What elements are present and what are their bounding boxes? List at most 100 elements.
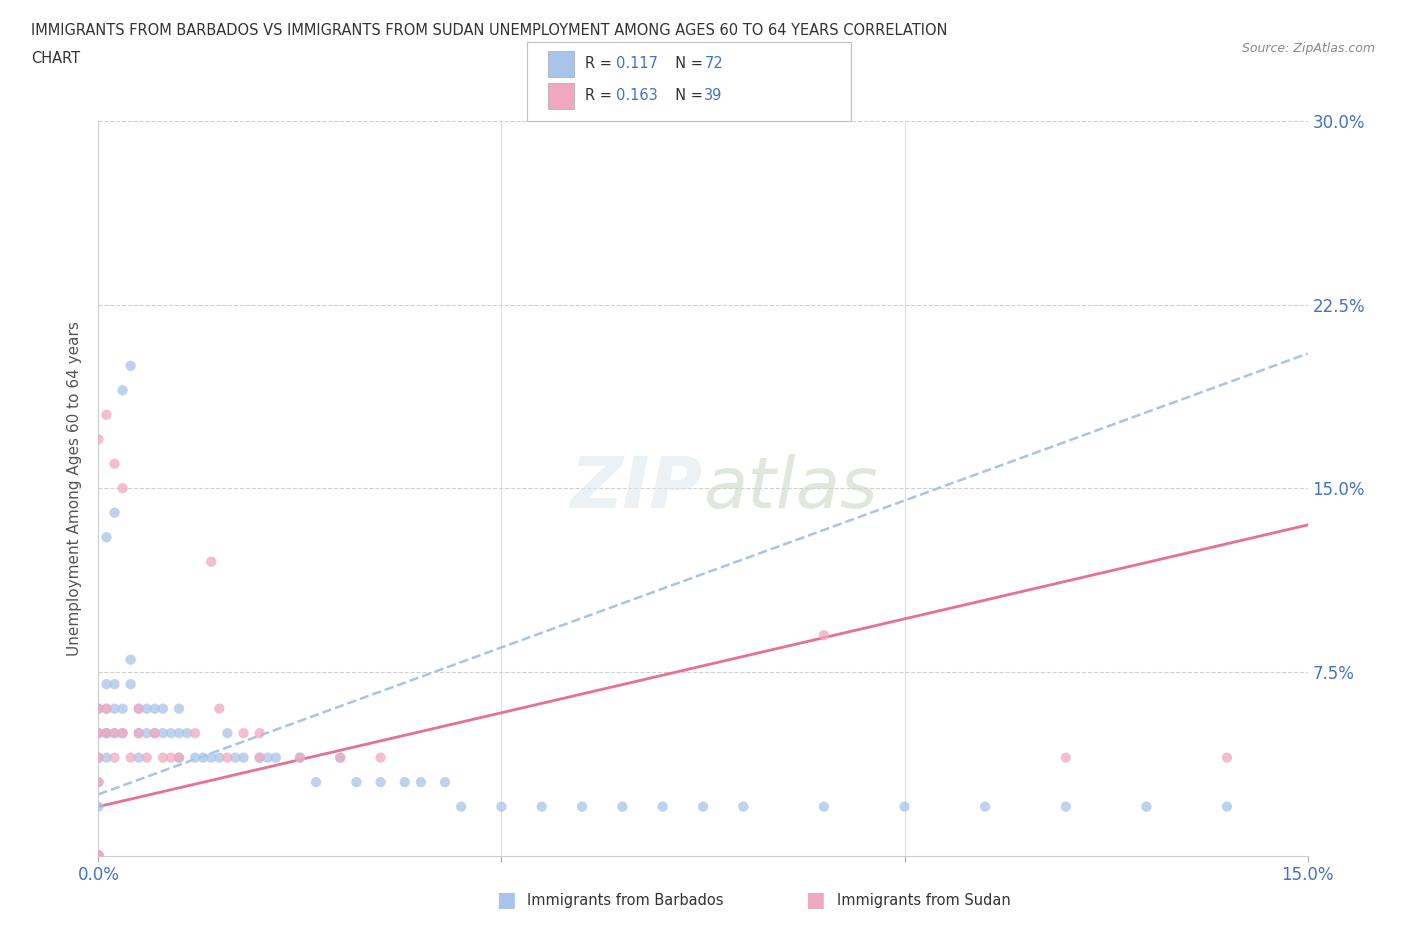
Point (813, 799, 835, 814)
Point (288, 751, 311, 765)
Text: 39: 39 (704, 88, 723, 103)
Point (249, 751, 271, 765)
Point (1135, 799, 1157, 814)
Point (111, 383, 134, 398)
Point (120, 652, 142, 667)
Point (87, 848, 110, 863)
Point (87, 751, 110, 765)
Point (103, 677, 125, 692)
Point (1054, 799, 1077, 814)
Point (143, 701, 166, 716)
Text: CHART: CHART (31, 51, 80, 66)
Point (232, 751, 254, 765)
Text: ZIP: ZIP (571, 454, 703, 523)
Point (96, 725, 118, 740)
Point (87, 725, 110, 740)
Point (128, 725, 150, 740)
Point (571, 799, 593, 814)
Point (176, 725, 198, 740)
Point (111, 725, 134, 740)
Point (288, 751, 311, 765)
Point (329, 751, 352, 765)
Text: R =: R = (585, 88, 616, 103)
Text: ■: ■ (496, 890, 516, 910)
Point (103, 751, 125, 765)
Point (96, 725, 118, 740)
Point (893, 799, 915, 814)
Point (530, 799, 553, 814)
Point (305, 775, 328, 790)
Text: Immigrants from Sudan: Immigrants from Sudan (837, 893, 1011, 908)
Point (491, 799, 513, 814)
Point (1216, 751, 1239, 765)
Point (160, 751, 183, 765)
Point (143, 725, 166, 740)
Point (103, 457, 125, 472)
Point (87, 775, 110, 790)
Text: 0.117: 0.117 (616, 56, 658, 71)
Point (135, 751, 157, 765)
Point (370, 775, 392, 790)
Text: N =: N = (666, 56, 709, 71)
Point (87, 848, 110, 863)
Point (103, 725, 125, 740)
Point (96, 530, 118, 545)
Point (264, 751, 287, 765)
Point (329, 751, 352, 765)
Point (87, 701, 110, 716)
Point (409, 775, 432, 790)
Point (87, 848, 110, 863)
Point (135, 701, 157, 716)
Point (1216, 799, 1239, 814)
Point (96, 751, 118, 765)
Point (167, 701, 190, 716)
Point (974, 799, 997, 814)
Point (103, 505, 125, 520)
Point (87, 848, 110, 863)
Point (200, 751, 222, 765)
Point (87, 848, 110, 863)
Point (87, 848, 110, 863)
Point (256, 751, 278, 765)
Point (152, 701, 174, 716)
Text: R =: R = (585, 56, 616, 71)
Point (208, 751, 231, 765)
Point (217, 725, 239, 740)
Point (87, 848, 110, 863)
Text: IMMIGRANTS FROM BARBADOS VS IMMIGRANTS FROM SUDAN UNEMPLOYMENT AMONG AGES 60 TO : IMMIGRANTS FROM BARBADOS VS IMMIGRANTS F… (31, 23, 948, 38)
Point (184, 725, 207, 740)
Point (96, 701, 118, 716)
Point (87, 775, 110, 790)
Point (450, 799, 472, 814)
Text: 0.163: 0.163 (616, 88, 658, 103)
Point (370, 751, 392, 765)
Y-axis label: Unemployment Among Ages 60 to 64 years: Unemployment Among Ages 60 to 64 years (67, 321, 83, 656)
Point (1054, 751, 1077, 765)
Point (224, 751, 246, 765)
Point (87, 848, 110, 863)
Point (167, 725, 190, 740)
Text: Source: ZipAtlas.com: Source: ZipAtlas.com (1241, 42, 1375, 55)
Point (96, 677, 118, 692)
Point (111, 725, 134, 740)
Point (128, 725, 150, 740)
Point (249, 725, 271, 740)
Point (651, 799, 673, 814)
Point (87, 701, 110, 716)
Point (167, 751, 190, 765)
Point (143, 725, 166, 740)
Point (344, 775, 367, 790)
Point (249, 751, 271, 765)
Point (87, 725, 110, 740)
Point (733, 799, 755, 814)
Point (167, 751, 190, 765)
Point (96, 725, 118, 740)
Point (135, 725, 157, 740)
Point (434, 775, 457, 790)
Text: ■: ■ (806, 890, 825, 910)
Point (87, 751, 110, 765)
Point (394, 775, 416, 790)
Point (692, 799, 714, 814)
Point (128, 751, 150, 765)
Point (120, 751, 142, 765)
